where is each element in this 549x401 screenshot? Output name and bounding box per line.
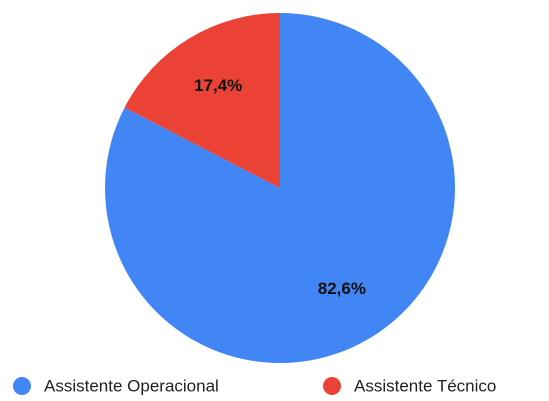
pie-slice: [124, 13, 281, 188]
legend-swatch: [13, 377, 31, 395]
value-label: 17,4%: [194, 76, 242, 95]
pie-slice: [104, 13, 455, 363]
value-label: 82,6%: [318, 279, 366, 298]
legend-label: Assistente Técnico: [354, 376, 496, 395]
legend-label: Assistente Operacional: [44, 376, 219, 395]
legend-swatch: [323, 377, 341, 395]
